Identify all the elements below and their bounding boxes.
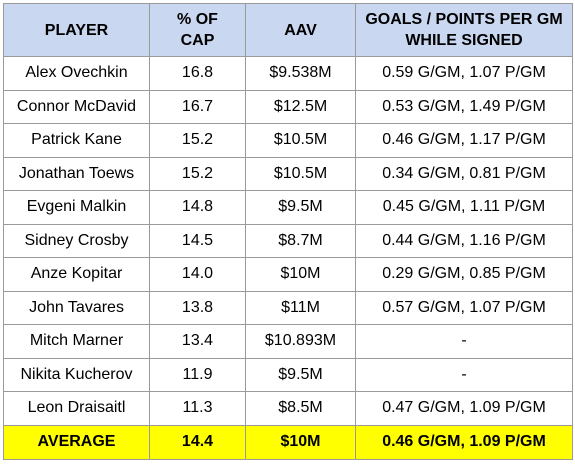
- cell-goals-points: 0.34 G/GM, 0.81 P/GM: [355, 156, 573, 191]
- header-cap-percent: % OF CAP: [149, 3, 246, 57]
- cell-cap-percent: 16.7: [149, 89, 246, 124]
- cell-cap-percent: 13.4: [149, 324, 246, 359]
- cell-cap-percent: 13.8: [149, 290, 246, 325]
- cell-aav: $9.5M: [245, 357, 356, 392]
- cell-goals-points: -: [355, 357, 573, 392]
- average-cell-aav: $10M: [245, 424, 356, 460]
- cell-aav: $10M: [245, 257, 356, 292]
- cell-aav: $10.893M: [245, 324, 356, 359]
- cell-aav: $9.538M: [245, 56, 356, 91]
- table-row: Leon Draisaitl 11.3 $8.5M 0.47 G/GM, 1.09 P…: [3, 391, 573, 426]
- cell-cap-percent: 15.2: [149, 156, 246, 191]
- header-aav: AAV: [245, 3, 356, 57]
- header-player: PLAYER: [3, 3, 150, 57]
- average-cell-goals-points: 0.46 G/GM, 1.09 P/GM: [355, 424, 573, 460]
- cell-cap-percent: 11.9: [149, 357, 246, 392]
- player-cap-table: PLAYER % OF CAP AAV GOALS / POINTS PER G…: [3, 3, 573, 460]
- average-cell-player: AVERAGE: [3, 424, 150, 460]
- table-row: Connor McDavid 16.7 $12.5M 0.53 G/GM, 1.49 …: [3, 89, 573, 124]
- cell-cap-percent: 14.8: [149, 190, 246, 225]
- cell-aav: $11M: [245, 290, 356, 325]
- average-row: AVERAGE 14.4 $10M 0.46 G/GM, 1.09 P/GM: [3, 424, 573, 460]
- table-row: Nikita Kucherov 11.9 $9.5M -: [3, 357, 573, 392]
- cell-player: Leon Draisaitl: [3, 391, 150, 426]
- table-row: Sidney Crosby 14.5 $8.7M 0.44 G/GM, 1.16 P/…: [3, 223, 573, 258]
- cell-player: John Tavares: [3, 290, 150, 325]
- table-row: Patrick Kane 15.2 $10.5M 0.46 G/GM, 1.17 P/…: [3, 123, 573, 158]
- cell-goals-points: 0.59 G/GM, 1.07 P/GM: [355, 56, 573, 91]
- cell-aav: $8.5M: [245, 391, 356, 426]
- table-row: Mitch Marner 13.4 $10.893M -: [3, 324, 573, 359]
- cell-goals-points: 0.45 G/GM, 1.11 P/GM: [355, 190, 573, 225]
- table-row: Anze Kopitar 14.0 $10M 0.29 G/GM, 0.85 P/GM: [3, 257, 573, 292]
- cell-cap-percent: 16.8: [149, 56, 246, 91]
- table-row: Evgeni Malkin 14.8 $9.5M 0.45 G/GM, 1.11 P/…: [3, 190, 573, 225]
- cell-cap-percent: 14.5: [149, 223, 246, 258]
- table-row: Alex Ovechkin 16.8 $9.538M 0.59 G/GM, 1.07 …: [3, 56, 573, 91]
- cell-goals-points: 0.57 G/GM, 1.07 P/GM: [355, 290, 573, 325]
- cell-player: Alex Ovechkin: [3, 56, 150, 91]
- cell-goals-points: -: [355, 324, 573, 359]
- cell-aav: $10.5M: [245, 156, 356, 191]
- header-goals-points: GOALS / POINTS PER GM WHILE SIGNED: [355, 3, 573, 57]
- cell-aav: $9.5M: [245, 190, 356, 225]
- cell-cap-percent: 15.2: [149, 123, 246, 158]
- cell-player: Jonathan Toews: [3, 156, 150, 191]
- cell-cap-percent: 11.3: [149, 391, 246, 426]
- cell-player: Sidney Crosby: [3, 223, 150, 258]
- cell-player: Connor McDavid: [3, 89, 150, 124]
- cell-goals-points: 0.46 G/GM, 1.17 P/GM: [355, 123, 573, 158]
- cell-aav: $8.7M: [245, 223, 356, 258]
- cell-player: Nikita Kucherov: [3, 357, 150, 392]
- table-row: Jonathan Toews 15.2 $10.5M 0.34 G/GM, 0.81 …: [3, 156, 573, 191]
- cell-player: Anze Kopitar: [3, 257, 150, 292]
- cell-player: Patrick Kane: [3, 123, 150, 158]
- average-cell-cap-percent: 14.4: [149, 424, 246, 460]
- cell-goals-points: 0.47 G/GM, 1.09 P/GM: [355, 391, 573, 426]
- cell-goals-points: 0.53 G/GM, 1.49 P/GM: [355, 89, 573, 124]
- table-row: John Tavares 13.8 $11M 0.57 G/GM, 1.07 P/GM: [3, 290, 573, 325]
- cell-aav: $10.5M: [245, 123, 356, 158]
- cell-goals-points: 0.29 G/GM, 0.85 P/GM: [355, 257, 573, 292]
- cell-player: Mitch Marner: [3, 324, 150, 359]
- cell-aav: $12.5M: [245, 89, 356, 124]
- cell-cap-percent: 14.0: [149, 257, 246, 292]
- cell-player: Evgeni Malkin: [3, 190, 150, 225]
- header-row: PLAYER % OF CAP AAV GOALS / POINTS PER G…: [3, 3, 573, 57]
- cell-goals-points: 0.44 G/GM, 1.16 P/GM: [355, 223, 573, 258]
